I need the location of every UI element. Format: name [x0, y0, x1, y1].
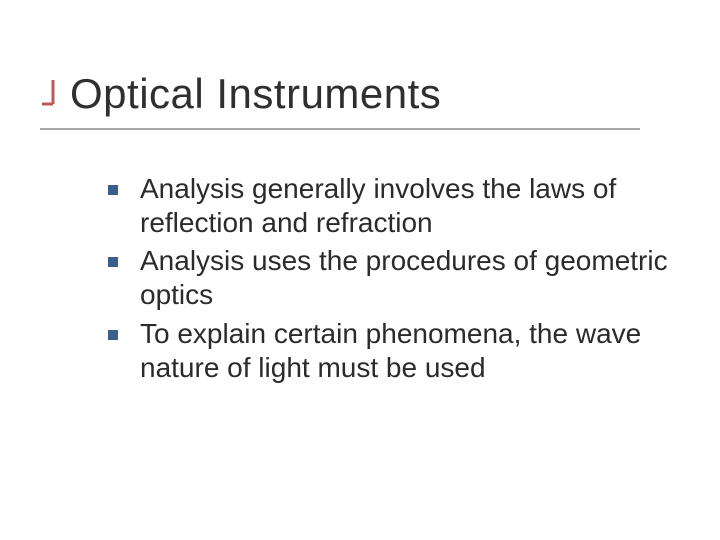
list-item: Analysis generally involves the laws of …	[108, 172, 672, 240]
title-underline	[40, 128, 640, 130]
bullet-text: To explain certain phenomena, the wave n…	[140, 317, 672, 385]
square-bullet-icon	[108, 185, 118, 195]
bullet-text: Analysis uses the procedures of geometri…	[140, 244, 672, 312]
list-item: To explain certain phenomena, the wave n…	[108, 317, 672, 385]
square-bullet-icon	[108, 330, 118, 340]
square-bullet-icon	[108, 257, 118, 267]
slide-title: Optical Instruments	[70, 72, 680, 116]
title-block: Optical Instruments	[70, 72, 680, 116]
slide: Optical Instruments Analysis generally i…	[0, 0, 720, 540]
bullet-list: Analysis generally involves the laws of …	[108, 172, 672, 389]
list-item: Analysis uses the procedures of geometri…	[108, 244, 672, 312]
bullet-text: Analysis generally involves the laws of …	[140, 172, 672, 240]
accent-tick-icon	[42, 80, 64, 116]
